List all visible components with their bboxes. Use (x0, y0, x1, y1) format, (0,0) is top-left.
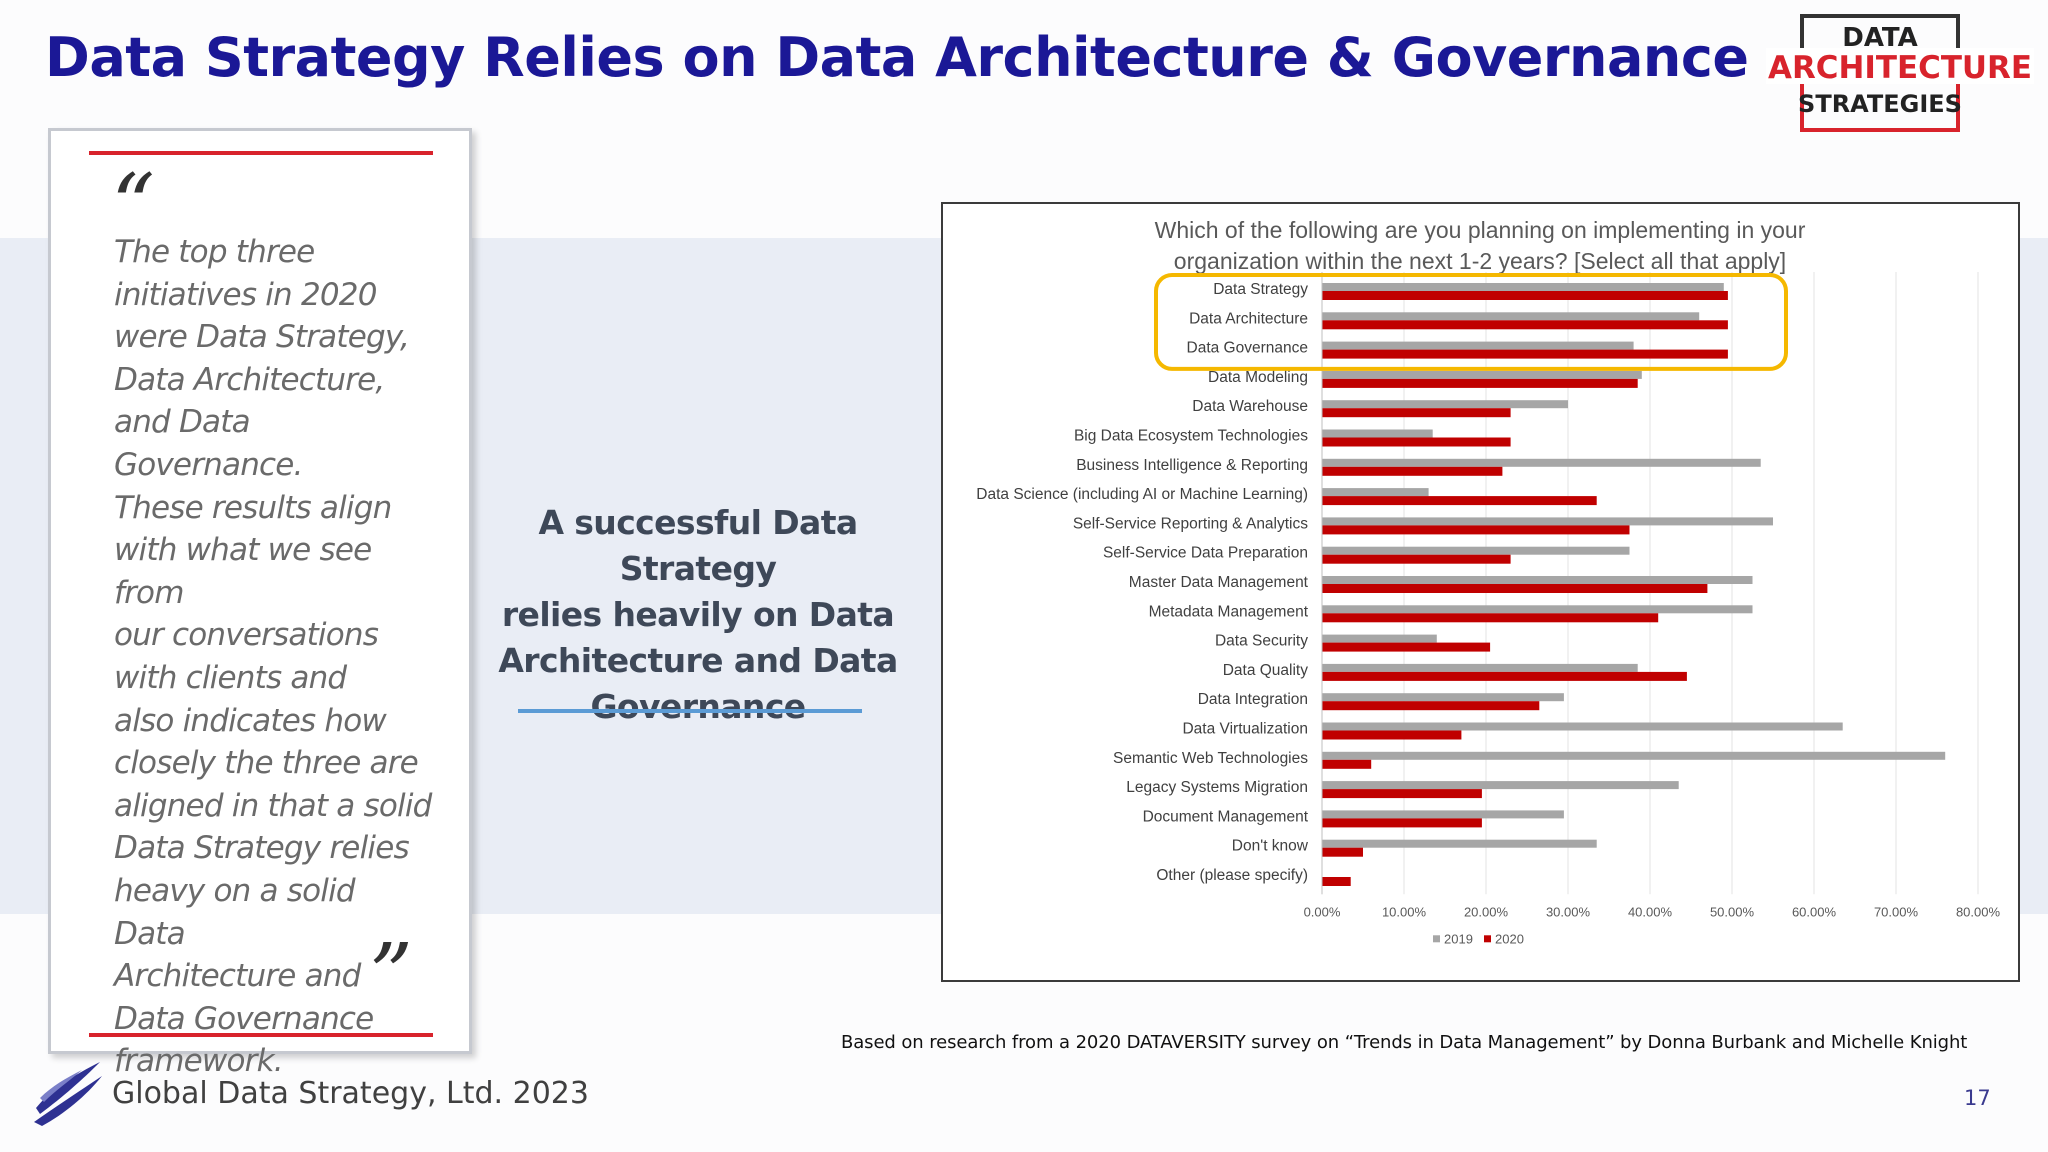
survey-chart: Which of the following are you planning … (941, 202, 2020, 982)
category-label: Self-Service Reporting & Analytics (1073, 515, 1308, 532)
bar-2019 (1322, 341, 1634, 350)
legend-swatch-2019 (1433, 935, 1440, 943)
bar-2019 (1322, 400, 1568, 409)
category-label: Document Management (1143, 808, 1309, 825)
bar-2020 (1322, 466, 1503, 476)
bar-2020 (1322, 701, 1540, 711)
bar-2020 (1322, 642, 1491, 652)
bar-2019 (1322, 488, 1429, 497)
category-label: Data Security (1215, 633, 1308, 650)
legend-label-2020: 2020 (1495, 931, 1524, 946)
x-tick-label: 10.00% (1382, 904, 1427, 919)
bar-2019 (1322, 810, 1564, 819)
bar-2020 (1322, 437, 1511, 447)
bar-2019 (1322, 781, 1679, 790)
legend-label-2019: 2019 (1444, 931, 1473, 946)
bar-2020 (1322, 759, 1372, 769)
chart-title-line: Which of the following are you planning … (1155, 217, 1806, 243)
category-label: Data Modeling (1208, 369, 1308, 386)
footer-company: Global Data Strategy, Ltd. 2023 (112, 1076, 589, 1111)
callout-text: A successful Data Strategy relies heavil… (498, 503, 898, 726)
category-label: Self-Service Data Preparation (1103, 545, 1308, 562)
highlight-box (1154, 273, 1788, 371)
page-number: 17 (1964, 1086, 1991, 1110)
bar-2019 (1322, 722, 1843, 731)
bar-2020 (1322, 554, 1511, 564)
quote-bottom-rule (89, 1033, 433, 1037)
data-architecture-strategies-logo: DATA ARCHITECTURE STRATEGIES (1760, 12, 2040, 136)
category-label: Metadata Management (1149, 603, 1309, 620)
bar-2019 (1322, 517, 1773, 526)
category-label: Don't know (1232, 838, 1309, 855)
category-label: Business Intelligence & Reporting (1076, 457, 1308, 474)
category-label: Semantic Web Technologies (1113, 750, 1308, 767)
x-tick-label: 0.00% (1304, 904, 1341, 919)
bar-2019 (1322, 693, 1564, 702)
logo-line3: STRATEGIES (1798, 90, 1962, 118)
category-label: Data Integration (1198, 691, 1308, 708)
bar-2020 (1322, 378, 1638, 388)
category-label: Big Data Ecosystem Technologies (1074, 428, 1308, 445)
category-label: Data Science (including AI or Machine Le… (976, 486, 1308, 503)
category-label: Data Warehouse (1192, 398, 1308, 415)
bar-2020 (1322, 877, 1351, 886)
category-label: Data Architecture (1189, 310, 1308, 327)
bar-2020 (1322, 671, 1687, 681)
bar-2020 (1322, 613, 1659, 623)
legend-swatch-2020 (1484, 935, 1491, 943)
bar-2019 (1322, 312, 1700, 321)
category-label: Data Virtualization (1182, 721, 1308, 738)
bar-2020 (1322, 320, 1728, 330)
bar-2020 (1322, 525, 1630, 535)
category-label: Data Strategy (1213, 281, 1308, 298)
bar-2020 (1322, 291, 1728, 300)
logo-line2: ARCHITECTURE (1768, 50, 2032, 86)
bar-2019 (1322, 751, 1946, 760)
quote-text: The top three initiatives in 2020 were D… (114, 234, 432, 1080)
bar-2020 (1322, 496, 1597, 506)
bar-2019 (1322, 605, 1753, 614)
bar-2019 (1322, 839, 1597, 848)
source-citation: Based on research from a 2020 DATAVERSIT… (841, 1032, 1968, 1053)
bar-2019 (1322, 370, 1642, 379)
bar-2020 (1322, 349, 1728, 359)
bar-chart-svg: Which of the following are you planning … (976, 217, 2001, 946)
page-title: Data Strategy Relies on Data Architectur… (45, 26, 1749, 89)
logo-line1: DATA (1842, 23, 1918, 53)
category-label: Other (please specify) (1156, 867, 1308, 884)
category-label: Legacy Systems Migration (1126, 779, 1308, 796)
bar-2020 (1322, 584, 1708, 593)
bar-2020 (1322, 789, 1482, 799)
bar-2020 (1322, 730, 1462, 740)
bar-2019 (1322, 283, 1724, 291)
bar-2020 (1322, 408, 1511, 418)
bar-2019 (1322, 546, 1630, 555)
category-label: Data Quality (1223, 662, 1309, 679)
quote-card: “ The top three initiatives in 2020 were… (48, 128, 472, 1079)
bar-2020 (1322, 818, 1482, 828)
bar-2019 (1322, 663, 1638, 672)
x-tick-label: 30.00% (1546, 904, 1591, 919)
category-label: Data Governance (1187, 340, 1309, 357)
chart-title-line: organization within the next 1-2 years? … (1174, 248, 1786, 274)
x-tick-label: 80.00% (1956, 904, 2001, 919)
bar-2019 (1322, 576, 1753, 584)
global-data-strategy-logo (30, 1058, 106, 1128)
bar-2019 (1322, 634, 1437, 643)
x-tick-label: 20.00% (1464, 904, 1509, 919)
bar-2020 (1322, 847, 1363, 857)
callout-underline (518, 709, 862, 713)
x-tick-label: 50.00% (1710, 904, 1755, 919)
close-quote-mark: ” (369, 926, 413, 1026)
bar-2019 (1322, 458, 1761, 467)
bar-2019 (1322, 429, 1433, 438)
x-tick-label: 70.00% (1874, 904, 1919, 919)
category-label: Master Data Management (1129, 574, 1309, 591)
open-quote-mark: “ (111, 156, 155, 256)
quote-top-rule (89, 151, 433, 155)
x-tick-label: 60.00% (1792, 904, 1837, 919)
x-tick-label: 40.00% (1628, 904, 1673, 919)
